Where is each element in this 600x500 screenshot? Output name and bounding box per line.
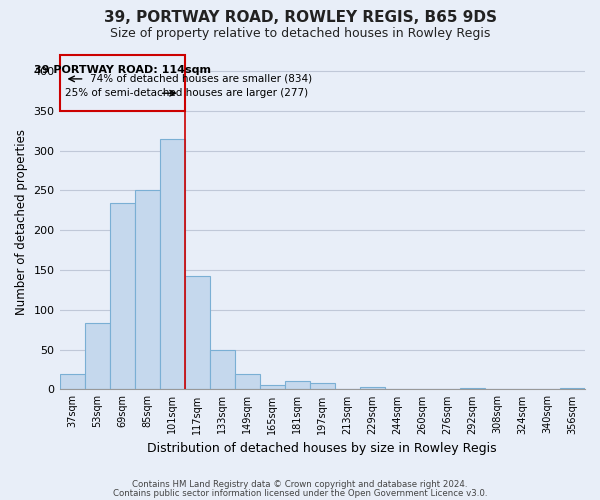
Text: Size of property relative to detached houses in Rowley Regis: Size of property relative to detached ho…	[110, 28, 490, 40]
Bar	[209, 350, 235, 390]
Bar	[185, 276, 209, 390]
Bar	[85, 322, 110, 390]
Bar	[235, 374, 260, 390]
Bar	[59, 374, 85, 390]
Bar	[110, 203, 134, 390]
Bar	[460, 388, 485, 390]
Bar	[360, 387, 385, 390]
Y-axis label: Number of detached properties: Number of detached properties	[15, 129, 28, 315]
Bar	[310, 383, 335, 390]
Bar	[134, 190, 160, 390]
Text: Contains HM Land Registry data © Crown copyright and database right 2024.: Contains HM Land Registry data © Crown c…	[132, 480, 468, 489]
Text: 74% of detached houses are smaller (834): 74% of detached houses are smaller (834)	[89, 74, 311, 84]
X-axis label: Distribution of detached houses by size in Rowley Regis: Distribution of detached houses by size …	[148, 442, 497, 455]
Text: 39, PORTWAY ROAD, ROWLEY REGIS, B65 9DS: 39, PORTWAY ROAD, ROWLEY REGIS, B65 9DS	[104, 10, 497, 25]
Text: 39 PORTWAY ROAD: 114sqm: 39 PORTWAY ROAD: 114sqm	[34, 64, 211, 74]
Bar	[260, 386, 285, 390]
Bar	[285, 382, 310, 390]
Text: Contains public sector information licensed under the Open Government Licence v3: Contains public sector information licen…	[113, 490, 487, 498]
Bar	[560, 388, 585, 390]
Text: 25% of semi-detached houses are larger (277): 25% of semi-detached houses are larger (…	[65, 88, 308, 98]
Bar	[160, 138, 185, 390]
FancyBboxPatch shape	[59, 55, 185, 110]
